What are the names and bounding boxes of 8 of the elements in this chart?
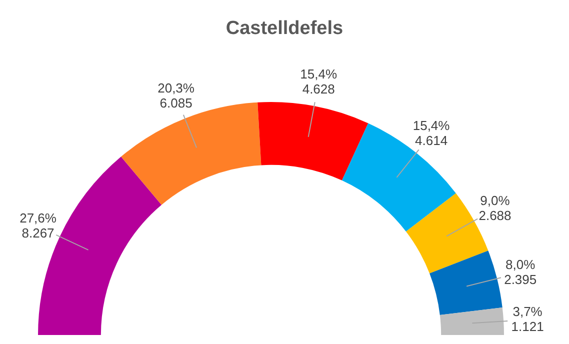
- data-label: 20,3% 6.085: [158, 80, 195, 110]
- data-label: 8,0% 2.395: [504, 256, 537, 287]
- chart-title: Castelldefels: [224, 18, 344, 40]
- data-label: 3,7% 1.121: [511, 304, 544, 334]
- data-label: 9,0% 2.688: [478, 193, 512, 224]
- data-label: 15,4% 4.628: [300, 66, 338, 97]
- data-label: 27,6% 8.267: [20, 210, 57, 241]
- data-label: 15,4% 4.614: [412, 118, 450, 148]
